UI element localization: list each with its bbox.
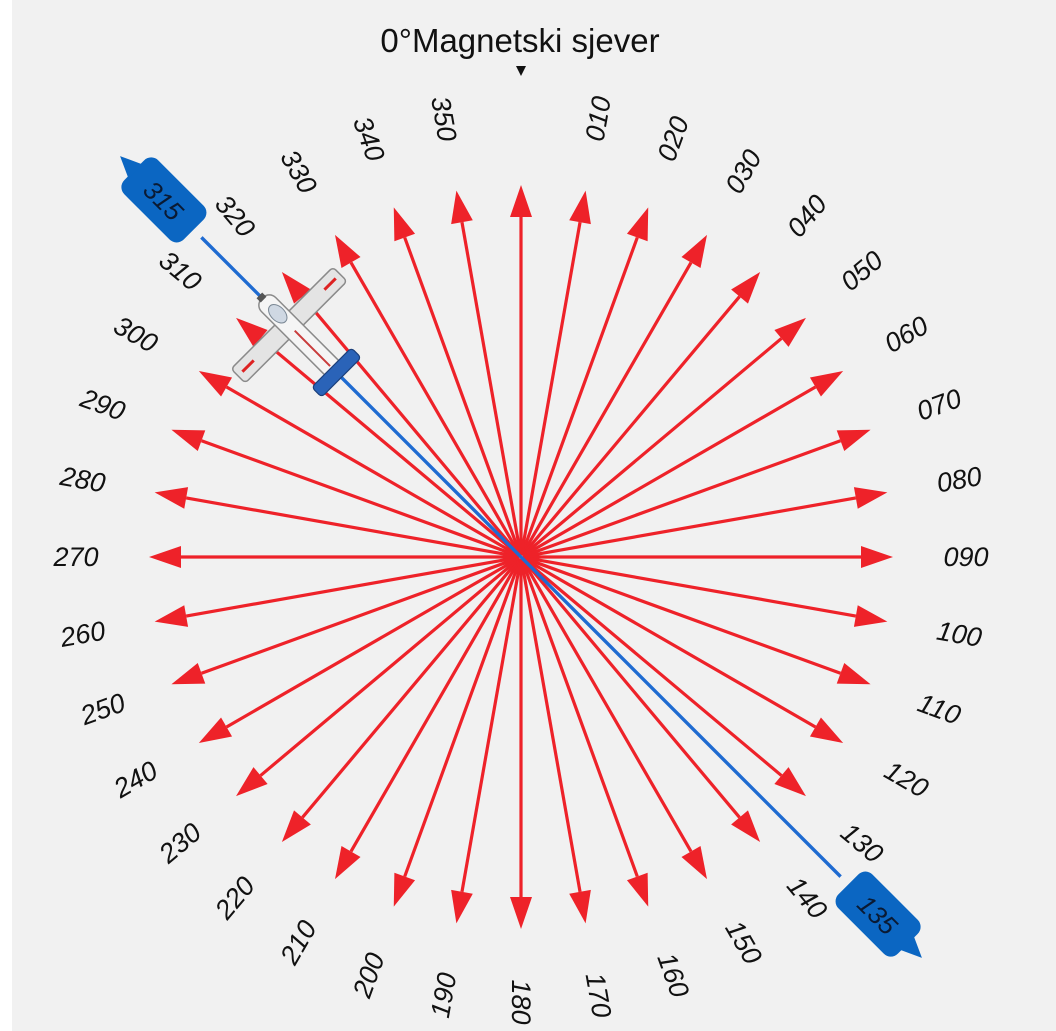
heading-label-090: 090 — [943, 542, 988, 572]
heading-arrow-40 — [521, 272, 761, 557]
airplane-icon — [231, 267, 361, 397]
heading-arrow-70 — [522, 429, 871, 558]
heading-arrow-130 — [521, 557, 806, 797]
heading-arrow-20 — [520, 207, 649, 556]
heading-label-070: 070 — [913, 383, 966, 427]
heading-label-130: 130 — [835, 817, 889, 869]
heading-label-050: 050 — [835, 245, 889, 297]
heading-label-180: 180 — [506, 979, 536, 1024]
heading-label-190: 190 — [425, 970, 462, 1020]
heading-label-170: 170 — [580, 970, 617, 1020]
heading-label-150: 150 — [719, 915, 768, 969]
heading-arrow-230 — [236, 557, 521, 797]
heading-arrow-10 — [519, 190, 591, 556]
heading-label-100: 100 — [934, 616, 984, 653]
heading-label-290: 290 — [76, 383, 130, 427]
heading-arrow-340 — [393, 207, 522, 556]
heading-arrow-0 — [510, 185, 532, 555]
heading-arrow-270 — [149, 546, 519, 568]
heading-label-270: 270 — [52, 542, 98, 572]
heading-arrow-240 — [198, 556, 521, 743]
heading-arrow-110 — [522, 556, 871, 685]
heading-arrow-170 — [519, 558, 591, 924]
runway-tag-135: 135 — [835, 871, 922, 958]
heading-label-010: 010 — [580, 94, 617, 144]
heading-arrow-350 — [451, 190, 523, 556]
heading-arrow-140 — [521, 557, 761, 842]
heading-label-340: 340 — [347, 113, 391, 166]
heading-label-120: 120 — [879, 755, 933, 804]
triangle-down-icon — [516, 66, 526, 76]
figure-panel — [12, 0, 1056, 1031]
heading-arrow-150 — [520, 557, 707, 880]
heading-label-320: 320 — [209, 189, 261, 243]
heading-label-030: 030 — [719, 145, 768, 199]
heading-label-020: 020 — [651, 113, 695, 166]
heading-label-140: 140 — [781, 871, 833, 925]
heading-arrow-200 — [393, 558, 522, 907]
heading-arrow-320 — [281, 272, 521, 557]
runway-tag-315: 315 — [120, 156, 207, 243]
heading-arrow-290 — [171, 429, 520, 558]
heading-arrow-80 — [522, 487, 888, 559]
heading-arrow-280 — [154, 487, 520, 559]
heading-arrow-160 — [520, 558, 649, 907]
heading-label-110: 110 — [914, 688, 965, 731]
heading-arrow-210 — [335, 557, 522, 880]
heading-label-060: 060 — [879, 310, 933, 359]
heading-label-080: 080 — [934, 461, 984, 498]
heading-label-220: 220 — [208, 871, 261, 926]
heading-label-160: 160 — [651, 949, 695, 1002]
heading-arrow-100 — [522, 555, 888, 627]
heading-label-200: 200 — [347, 949, 391, 1003]
heading-label-330: 330 — [274, 145, 323, 199]
heading-label-040: 040 — [781, 189, 833, 243]
heading-label-230: 230 — [152, 817, 207, 870]
heading-arrow-220 — [281, 557, 521, 842]
north-caption: 0°Magnetski sjever — [0, 22, 1040, 60]
heading-label-210: 210 — [274, 915, 323, 970]
heading-arrow-300 — [198, 371, 521, 558]
heading-label-300: 300 — [109, 310, 163, 359]
heading-arrow-60 — [521, 371, 844, 558]
heading-label-260: 260 — [57, 616, 108, 654]
heading-arrow-180 — [510, 559, 532, 929]
heading-label-240: 240 — [108, 755, 163, 804]
north-degree: 0° — [380, 22, 412, 59]
heading-arrow-30 — [520, 234, 707, 557]
heading-arrow-50 — [521, 317, 806, 557]
heading-arrow-260 — [154, 555, 520, 627]
heading-arrow-120 — [521, 556, 844, 743]
heading-arrow-330 — [335, 234, 522, 557]
heading-label-350: 350 — [425, 94, 462, 144]
heading-label-310: 310 — [153, 245, 207, 297]
heading-arrow-190 — [451, 558, 523, 924]
heading-arrow-310 — [236, 317, 521, 557]
north-label: Magnetski sjever — [411, 22, 660, 59]
heading-arrow-90 — [523, 546, 893, 568]
heading-arrow-250 — [171, 556, 520, 685]
heading-arrows — [149, 185, 893, 929]
heading-label-250: 250 — [76, 687, 130, 731]
heading-label-280: 280 — [57, 461, 108, 499]
